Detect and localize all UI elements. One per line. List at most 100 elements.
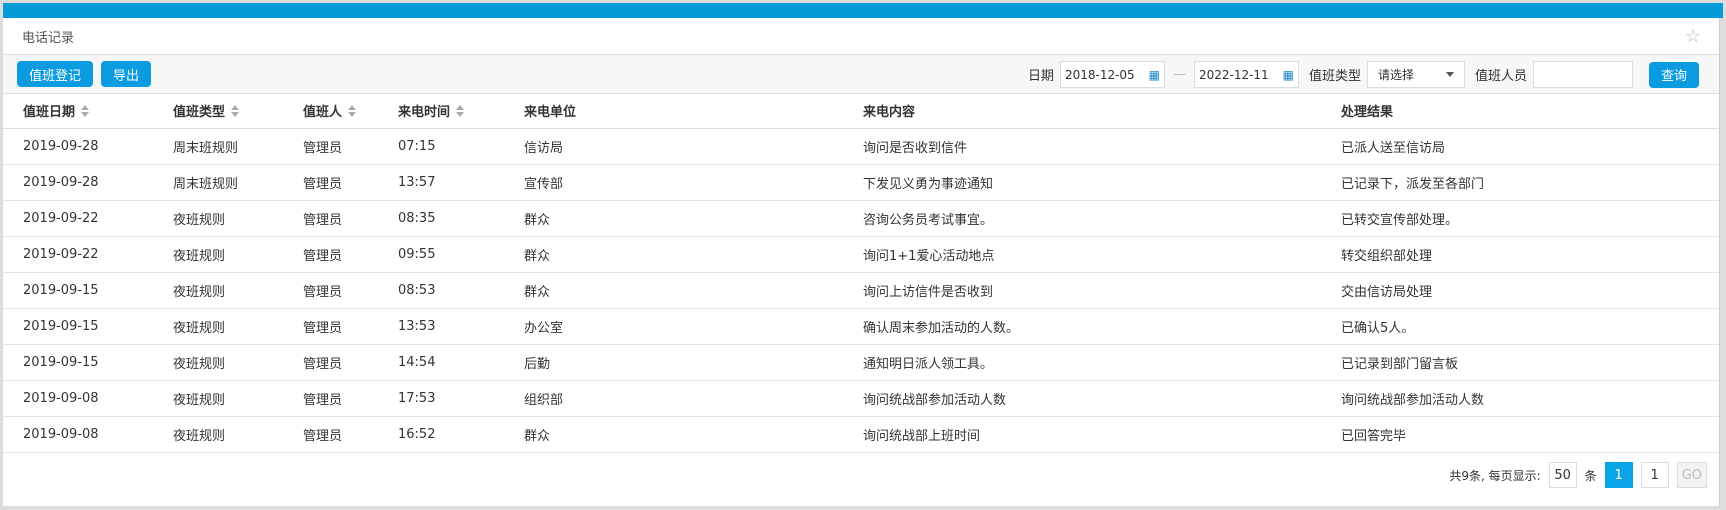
table-cell: 信访局 xyxy=(504,128,863,165)
goto-page-input[interactable]: 1 xyxy=(1640,462,1669,488)
star-icon[interactable]: ☆ xyxy=(1684,26,1701,47)
column-header-label: 值班类型 xyxy=(173,105,226,121)
table-row[interactable]: 2019-09-22 夜班规则 管理员 09:55 群众 询问1+1爱心活动地点 转交组织部… xyxy=(3,236,1719,273)
duty-type-label: 值班类型 xyxy=(1308,69,1361,84)
table-cell: 14:54 xyxy=(378,344,504,381)
date-to-input[interactable]: 2022-12-11 ▦ xyxy=(1193,61,1299,88)
table-cell: 组织部 xyxy=(504,380,863,417)
table-row[interactable]: 2019-09-28 周末班规则 管理员 13:57 宣传部 下发见义勇为事迹通知 已记录下… xyxy=(3,164,1719,201)
table-cell: 2019-09-15 xyxy=(3,308,153,345)
table-cell: 转交组织部处理 xyxy=(1341,236,1719,273)
phone-records-panel: 电话记录 ☆ 值班登记 导出 日期 2018-12-05 ▦ — 2022-12-… xyxy=(3,18,1720,506)
table-cell: 08:53 xyxy=(378,272,504,309)
sort-asc-icon[interactable] xyxy=(456,104,465,110)
panel-header: 电话记录 ☆ xyxy=(3,18,1719,55)
table-cell: 群众 xyxy=(504,272,863,309)
go-button[interactable]: GO xyxy=(1676,462,1707,488)
table-cell: 询问是否收到信件 xyxy=(863,128,1341,165)
date-to-value: 2022-12-11 xyxy=(1198,67,1269,82)
sort-icon[interactable] xyxy=(456,104,465,117)
sort-asc-icon[interactable] xyxy=(81,104,90,110)
duty-type-value: 请选择 xyxy=(1377,68,1414,82)
table-cell: 已记录到部门留言板 xyxy=(1341,344,1719,381)
sort-desc-icon[interactable] xyxy=(231,111,240,117)
table-cell: 通知明日派人领工具。 xyxy=(863,344,1341,381)
table-cell: 夜班规则 xyxy=(153,380,283,417)
table-cell: 夜班规则 xyxy=(153,200,283,237)
table-cell: 询问统战部参加活动人数 xyxy=(1341,380,1719,417)
sort-icon[interactable] xyxy=(81,104,90,117)
table-cell: 2019-09-15 xyxy=(3,272,153,309)
column-header-label: 来电单位 xyxy=(524,105,577,121)
calendar-icon[interactable]: ▦ xyxy=(1148,67,1160,82)
table-cell: 07:15 xyxy=(378,128,504,165)
sort-icon[interactable] xyxy=(231,104,240,117)
duty-register-button[interactable]: 值班登记 xyxy=(17,61,94,87)
sort-desc-icon[interactable] xyxy=(81,111,90,117)
table-cell: 管理员 xyxy=(283,164,378,201)
table-cell: 交由信访局处理 xyxy=(1341,272,1719,309)
sort-desc-icon[interactable] xyxy=(456,111,465,117)
table-cell: 2019-09-15 xyxy=(3,344,153,381)
table-cell: 管理员 xyxy=(283,380,378,417)
table-cell: 夜班规则 xyxy=(153,308,283,345)
table-cell: 2019-09-08 xyxy=(3,380,153,417)
table-row[interactable]: 2019-09-15 夜班规则 管理员 14:54 后勤 通知明日派人领工具。 已记录到部门… xyxy=(3,344,1719,381)
column-header-label: 来电时间 xyxy=(398,105,451,121)
sort-icon[interactable] xyxy=(348,104,357,117)
page-size-unit: 条 xyxy=(1584,468,1597,483)
column-header[interactable]: 来电时间 xyxy=(378,94,504,129)
table-row[interactable]: 2019-09-15 夜班规则 管理员 13:53 办公室 确认周末参加活动的人数。 已确认… xyxy=(3,308,1719,345)
date-from-value: 2018-12-05 xyxy=(1064,67,1135,82)
table-cell: 管理员 xyxy=(283,272,378,309)
page-size-input[interactable]: 50 xyxy=(1548,462,1577,488)
export-button[interactable]: 导出 xyxy=(101,61,152,87)
toolbar: 值班登记 导出 日期 2018-12-05 ▦ — 2022-12-11 ▦ 值班类… xyxy=(3,55,1719,94)
query-button[interactable]: 查询 xyxy=(1648,61,1699,88)
table-cell: 周末班规则 xyxy=(153,164,283,201)
table-row[interactable]: 2019-09-28 周末班规则 管理员 07:15 信访局 询问是否收到信件 已派人送至信… xyxy=(3,128,1719,165)
table-cell: 管理员 xyxy=(283,200,378,237)
table-row[interactable]: 2019-09-08 夜班规则 管理员 17:53 组织部 询问统战部参加活动人数 询问统战… xyxy=(3,380,1719,417)
chevron-down-icon xyxy=(1445,72,1454,77)
table-cell: 09:55 xyxy=(378,236,504,273)
table-cell: 下发见义勇为事迹通知 xyxy=(863,164,1341,201)
filter-bar: 日期 2018-12-05 ▦ — 2022-12-11 ▦ 值班类型 请选择 值班… xyxy=(1024,61,1699,88)
column-header[interactable]: 值班日期 xyxy=(3,94,153,129)
table-row[interactable]: 2019-09-08 夜班规则 管理员 16:52 群众 询问统战部上班时间 已回答完毕 xyxy=(3,416,1719,453)
top-bar xyxy=(3,3,1723,18)
column-header[interactable]: 值班类型 xyxy=(153,94,283,129)
table-cell: 16:52 xyxy=(378,416,504,453)
column-header: 来电内容 xyxy=(863,94,1341,129)
table-row[interactable]: 2019-09-15 夜班规则 管理员 08:53 群众 询问上访信件是否收到 交由信访局处… xyxy=(3,272,1719,309)
table-cell: 办公室 xyxy=(504,308,863,345)
table-cell: 夜班规则 xyxy=(153,344,283,381)
sort-asc-icon[interactable] xyxy=(231,104,240,110)
column-header-label: 处理结果 xyxy=(1341,105,1394,121)
table-cell: 群众 xyxy=(504,200,863,237)
total-count: 共9条, 每页显示: xyxy=(1449,468,1541,483)
page-title: 电话记录 xyxy=(22,30,75,46)
table-cell: 管理员 xyxy=(283,344,378,381)
table-cell: 管理员 xyxy=(283,416,378,453)
column-header[interactable]: 值班人 xyxy=(283,94,378,129)
date-from-input[interactable]: 2018-12-05 ▦ xyxy=(1059,61,1165,88)
table-cell: 后勤 xyxy=(504,344,863,381)
sort-asc-icon[interactable] xyxy=(348,104,357,110)
table-cell: 13:53 xyxy=(378,308,504,345)
table-cell: 管理员 xyxy=(283,128,378,165)
duty-type-select[interactable]: 请选择 xyxy=(1366,61,1465,88)
pagination: 共9条, 每页显示: 50 条 1 1 GO xyxy=(1449,462,1707,488)
table-row[interactable]: 2019-09-22 夜班规则 管理员 08:35 群众 咨询公务员考试事宜。 已转交宣传部… xyxy=(3,200,1719,237)
table-cell: 13:57 xyxy=(378,164,504,201)
table-cell: 17:53 xyxy=(378,380,504,417)
sort-desc-icon[interactable] xyxy=(348,111,357,117)
table-cell: 2019-09-22 xyxy=(3,236,153,273)
page-1-button[interactable]: 1 xyxy=(1604,462,1633,488)
table-cell: 询问统战部参加活动人数 xyxy=(863,380,1341,417)
records-table: 值班日期 值班类型 值班人 来电时间 来电单位 来电内容 处理结果 2019-09-28 周末… xyxy=(3,94,1719,453)
duty-person-input[interactable] xyxy=(1532,61,1633,88)
calendar-icon[interactable]: ▦ xyxy=(1282,67,1294,82)
table-cell: 确认周末参加活动的人数。 xyxy=(863,308,1341,345)
date-range-separator: — xyxy=(1172,67,1186,82)
